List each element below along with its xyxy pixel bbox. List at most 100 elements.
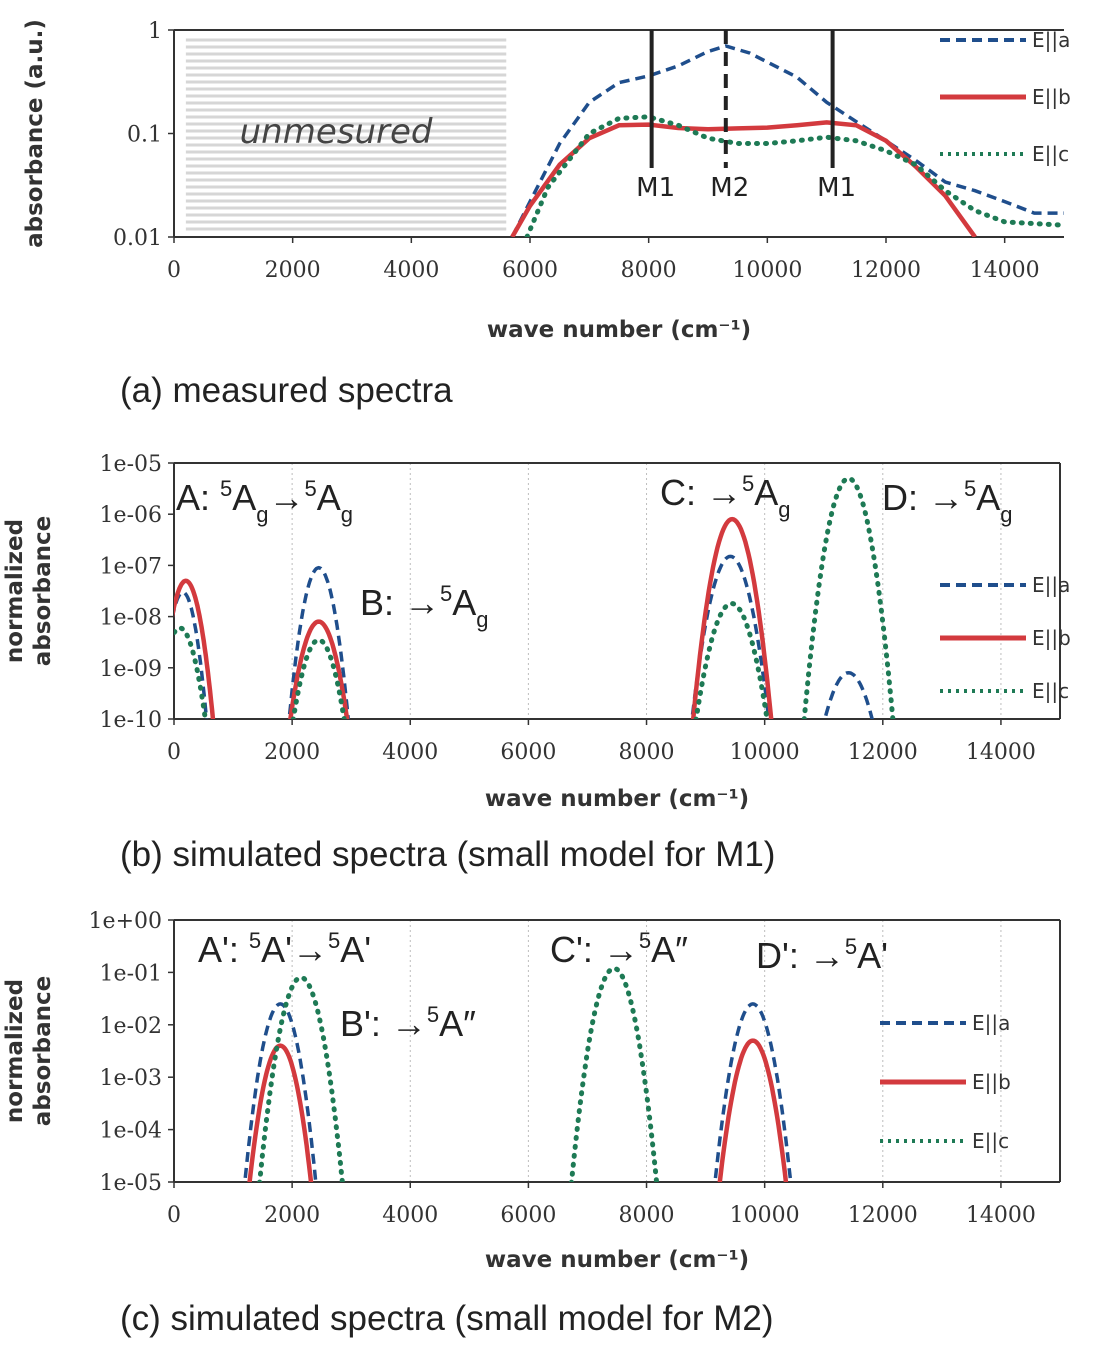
legend-label-b: E||b: [972, 1070, 1011, 1094]
annotation-a: A: 5Ag→5Ag: [176, 476, 353, 527]
marker-label: M1: [636, 173, 675, 203]
series-peak-ea: [713, 1002, 793, 1182]
x-tick-label: 10000: [730, 1203, 800, 1228]
x-tick-label: 2000: [264, 1203, 320, 1228]
unmeasured-label: unmesured: [240, 112, 433, 152]
annotation-c: C: →5Ag: [660, 471, 791, 522]
y-tick-label: 1e-09: [100, 657, 162, 682]
unmeasured-region: [185, 38, 507, 231]
y-axis-label-line2: absorbance: [30, 976, 56, 1126]
x-tick-label: 8000: [621, 258, 677, 283]
series-line-ea: [510, 44, 1064, 237]
x-axis-label: wave number (cm⁻¹): [485, 786, 749, 812]
annotation-bp: B': →5A″: [340, 1002, 476, 1044]
x-tick-label: 4000: [383, 258, 439, 283]
y-tick-label: 1e-06: [100, 503, 162, 528]
y-axis-label: absorbance (a.u.): [22, 19, 48, 248]
series-peak-ea: [243, 1002, 318, 1182]
legend-label-b: E||b: [1032, 626, 1071, 650]
series-peak-ec: [257, 974, 345, 1182]
series-peak-ec: [801, 475, 896, 719]
panel-a: unmesured 0 2000 4000 6000 8000 10000 12000 1400…: [22, 19, 1071, 410]
y-tick-label: 1: [148, 19, 162, 44]
x-tick-label: 4000: [382, 740, 438, 765]
panel-caption: (b) simulated spectra (small model for M…: [120, 835, 775, 874]
annotation-b: B: →5Ag: [360, 581, 489, 632]
x-tick-label: 2000: [265, 258, 321, 283]
y-tick-label: 1e+00: [89, 909, 162, 934]
series-peak-ea: [174, 590, 209, 719]
legend: E||a E||b E||c: [940, 573, 1071, 703]
x-tick-label: 0: [167, 258, 181, 283]
panel-b: 0 2000 4000 6000 8000 10000 12000 14000 1e-10 1e-…: [2, 452, 1071, 874]
legend-label-a: E||a: [972, 1011, 1010, 1035]
series-line-ec: [524, 114, 1064, 237]
y-tick-label: 1e-07: [100, 554, 162, 579]
y-tick-label: 1e-01: [100, 961, 162, 986]
panel-caption: (a) measured spectra: [120, 371, 453, 410]
series-peak-ec: [693, 600, 770, 719]
x-tick-label: 8000: [619, 1203, 675, 1228]
y-tick-label: 1e-05: [100, 452, 162, 477]
x-tick-label: 2000: [264, 740, 320, 765]
x-tick-label: 14000: [966, 1203, 1036, 1228]
y-axis-label-line2: absorbance: [30, 516, 56, 666]
x-tick-label: 12000: [851, 258, 921, 283]
series-peak-eb: [717, 1038, 789, 1182]
y-axis-label-line1: normalized: [2, 519, 28, 663]
x-tick-label: 6000: [500, 1203, 556, 1228]
y-tick-label: 0.01: [113, 226, 162, 251]
x-tick-label: 10000: [730, 740, 800, 765]
legend-label-c: E||c: [972, 1129, 1009, 1153]
panel-caption: (c) simulated spectra (small model for M…: [120, 1299, 774, 1338]
series-peak-ea: [823, 671, 874, 719]
annotation-dp: D': →5A': [756, 934, 888, 976]
legend: E||a E||b E||c: [940, 28, 1071, 166]
panel-c: 0 2000 4000 6000 8000 10000 12000 14000 1e-05 1e-…: [2, 909, 1061, 1338]
y-tick-label: 1e-10: [100, 708, 162, 733]
legend-label-b: E||b: [1032, 85, 1071, 109]
x-axis-label: wave number (cm⁻¹): [487, 317, 751, 343]
x-tick-label: 14000: [970, 258, 1040, 283]
series-peak-eb: [247, 1043, 314, 1182]
series-peak-ec: [174, 625, 208, 719]
marker-label: M1: [817, 173, 856, 203]
series-peak-eb: [174, 578, 216, 719]
x-tick-label: 10000: [732, 258, 802, 283]
y-tick-label: 1e-05: [100, 1171, 162, 1196]
legend-label-c: E||c: [1032, 679, 1069, 703]
x-axis-label: wave number (cm⁻¹): [485, 1247, 749, 1273]
x-tick-label: 8000: [619, 740, 675, 765]
x-tick-label: 12000: [848, 740, 918, 765]
series-peak-ea: [287, 565, 351, 719]
x-tick-label: 14000: [966, 740, 1036, 765]
x-tick-label: 6000: [502, 258, 558, 283]
y-tick-label: 0.1: [127, 123, 162, 148]
series-peak-eb: [690, 516, 774, 719]
legend-label-c: E||c: [1032, 142, 1069, 166]
legend: E||a E||b E||c: [880, 1011, 1011, 1153]
annotation-d: D: →5Ag: [882, 476, 1013, 527]
series-group: [510, 44, 1064, 237]
x-tick-label: 6000: [500, 740, 556, 765]
x-tick-label: 0: [167, 740, 181, 765]
y-tick-label: 1e-08: [100, 606, 162, 631]
y-tick-label: 1e-04: [100, 1119, 162, 1144]
series-group: [243, 965, 793, 1182]
marker-label: M2: [710, 173, 749, 203]
series-group: [174, 475, 896, 719]
legend-label-a: E||a: [1032, 573, 1070, 597]
x-tick-label: 0: [167, 1203, 181, 1228]
y-tick-label: 1e-03: [100, 1066, 162, 1091]
series-line-eb: [510, 120, 977, 237]
annotation-cp: C': →5A″: [550, 928, 688, 970]
series-peak-ec: [290, 637, 347, 719]
series-peak-eb: [288, 619, 350, 719]
annotation-ap: A': 5A'→5A': [198, 928, 371, 970]
x-tick-label: 12000: [848, 1203, 918, 1228]
series-peak-ec: [569, 965, 660, 1182]
legend-label-a: E||a: [1032, 28, 1070, 52]
x-tick-label: 4000: [382, 1203, 438, 1228]
y-tick-label: 1e-02: [100, 1014, 162, 1039]
